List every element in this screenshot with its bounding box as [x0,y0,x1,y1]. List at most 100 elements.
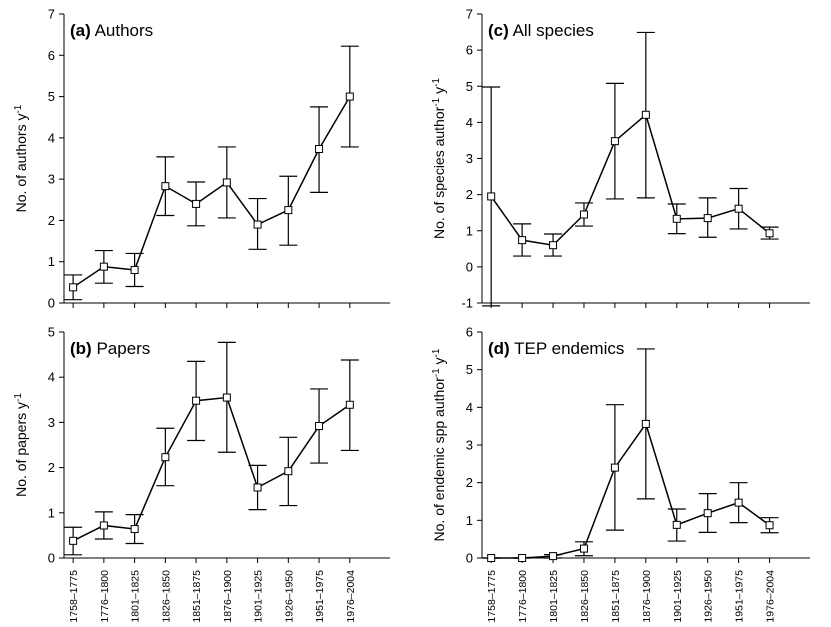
x-tick-label: 1951–1975 [314,570,326,623]
data-point [161,453,170,462]
x-tick-label: 1776–1800 [99,570,111,623]
y-tick-label: 6 [48,48,55,63]
panel-title: (b) Papers [70,339,150,358]
data-point [549,241,558,250]
data-point [518,236,527,245]
y-tick-label: 2 [48,460,55,475]
y-tick-label: 3 [48,415,55,430]
y-tick-label: 4 [466,400,473,415]
y-axis-label: No. of species author-1 y-1 [431,78,448,239]
y-tick-label: 0 [466,259,473,274]
x-tick-label: 1926–1950 [283,570,295,623]
x-tick-label: 1801–1825 [130,570,142,623]
data-point [734,204,743,213]
data-point [765,229,774,238]
data-point [315,422,324,431]
y-tick-label: 6 [466,43,473,58]
data-point [610,137,619,146]
y-tick-label: 1 [466,513,473,528]
y-tick-label: 3 [466,151,473,166]
data-point [284,467,293,476]
data-point [222,178,231,187]
series-line [72,96,351,288]
data-point [192,199,201,208]
y-tick-label: 0 [48,551,55,566]
x-tick-label: 1801–1825 [548,570,560,623]
y-tick-label: 7 [48,7,55,22]
y-tick-label: 7 [466,7,473,22]
data-point [315,145,324,154]
data-point [703,509,712,518]
x-tick-label: 1851–1875 [191,570,203,623]
x-tick-label: 1876–1900 [641,570,653,623]
panel-title: (d) TEP endemics [488,339,624,358]
x-tick-label: 1951–1975 [734,570,746,623]
y-tick-label: 4 [48,130,55,145]
panel-3: -1 0 1 2 3 4 5 6 7 No. of species author-1 y-1 (c)… [431,7,810,311]
y-tick-label: 6 [466,325,473,340]
data-point [610,463,619,472]
y-tick-label: -1 [461,296,473,311]
y-tick-label: 1 [466,223,473,238]
data-point [672,520,681,529]
x-tick-label: 1926–1950 [703,570,715,623]
x-tick-label: 1901–1925 [672,570,684,623]
y-tick-label: 0 [48,296,55,311]
data-point [161,182,170,191]
panel-4: 0 1 2 3 4 5 6 1758–1775 1776–1800 1801–1825 1826–1… [431,325,810,623]
data-point [641,419,650,428]
y-tick-label: 3 [466,438,473,453]
data-point [734,498,743,507]
series-line [491,422,771,559]
data-point [641,110,650,119]
x-tick-label: 1758–1775 [68,570,80,623]
x-tick-label: 1758–1775 [486,570,498,623]
y-tick-label: 4 [466,115,473,130]
y-axis-label: No. of authors y-1 [13,104,30,212]
panel-1: 0 1 2 3 4 5 6 7 No. of authors y-1 (a) Authors [13,7,390,311]
data-point [130,265,139,274]
data-point [192,396,201,405]
panel-title: (a) Authors [70,21,153,40]
series-line [72,396,351,542]
y-tick-label: 0 [466,551,473,566]
y-tick-label: 4 [48,370,55,385]
data-point [253,220,262,229]
y-tick-label: 1 [48,254,55,269]
data-point [284,206,293,215]
x-tick-label: 1851–1875 [610,570,622,623]
y-axis-label: No. of endemic spp author-1 y-1 [431,348,448,541]
y-tick-label: 3 [48,172,55,187]
y-tick-label: 5 [48,325,55,340]
x-tick-label: 1901–1925 [253,570,265,623]
data-point [518,554,527,562]
data-point [99,262,108,271]
data-point [345,92,354,101]
data-point [345,400,354,409]
data-point [130,525,139,534]
panel-title: (c) All species [488,21,594,40]
data-point [99,521,108,530]
series-line [490,113,771,247]
x-tick-label: 1776–1800 [517,570,529,623]
data-point [487,192,496,201]
y-tick-label: 5 [466,79,473,94]
y-tick-label: 2 [48,213,55,228]
y-tick-label: 1 [48,505,55,520]
data-point [253,483,262,492]
data-point [549,552,558,561]
data-point [579,544,588,553]
x-tick-label: 1826–1850 [160,570,172,623]
data-point [487,554,496,562]
x-tick-label: 1976–2004 [345,570,357,623]
y-tick-label: 2 [466,187,473,202]
y-tick-label: 2 [466,475,473,490]
data-point [222,393,231,402]
data-point [703,214,712,223]
x-tick-label: 1826–1850 [579,570,591,623]
data-point [672,214,681,223]
y-axis-label: No. of papers y-1 [13,393,30,497]
x-tick-label: 1976–2004 [765,570,777,623]
data-point [69,536,78,545]
